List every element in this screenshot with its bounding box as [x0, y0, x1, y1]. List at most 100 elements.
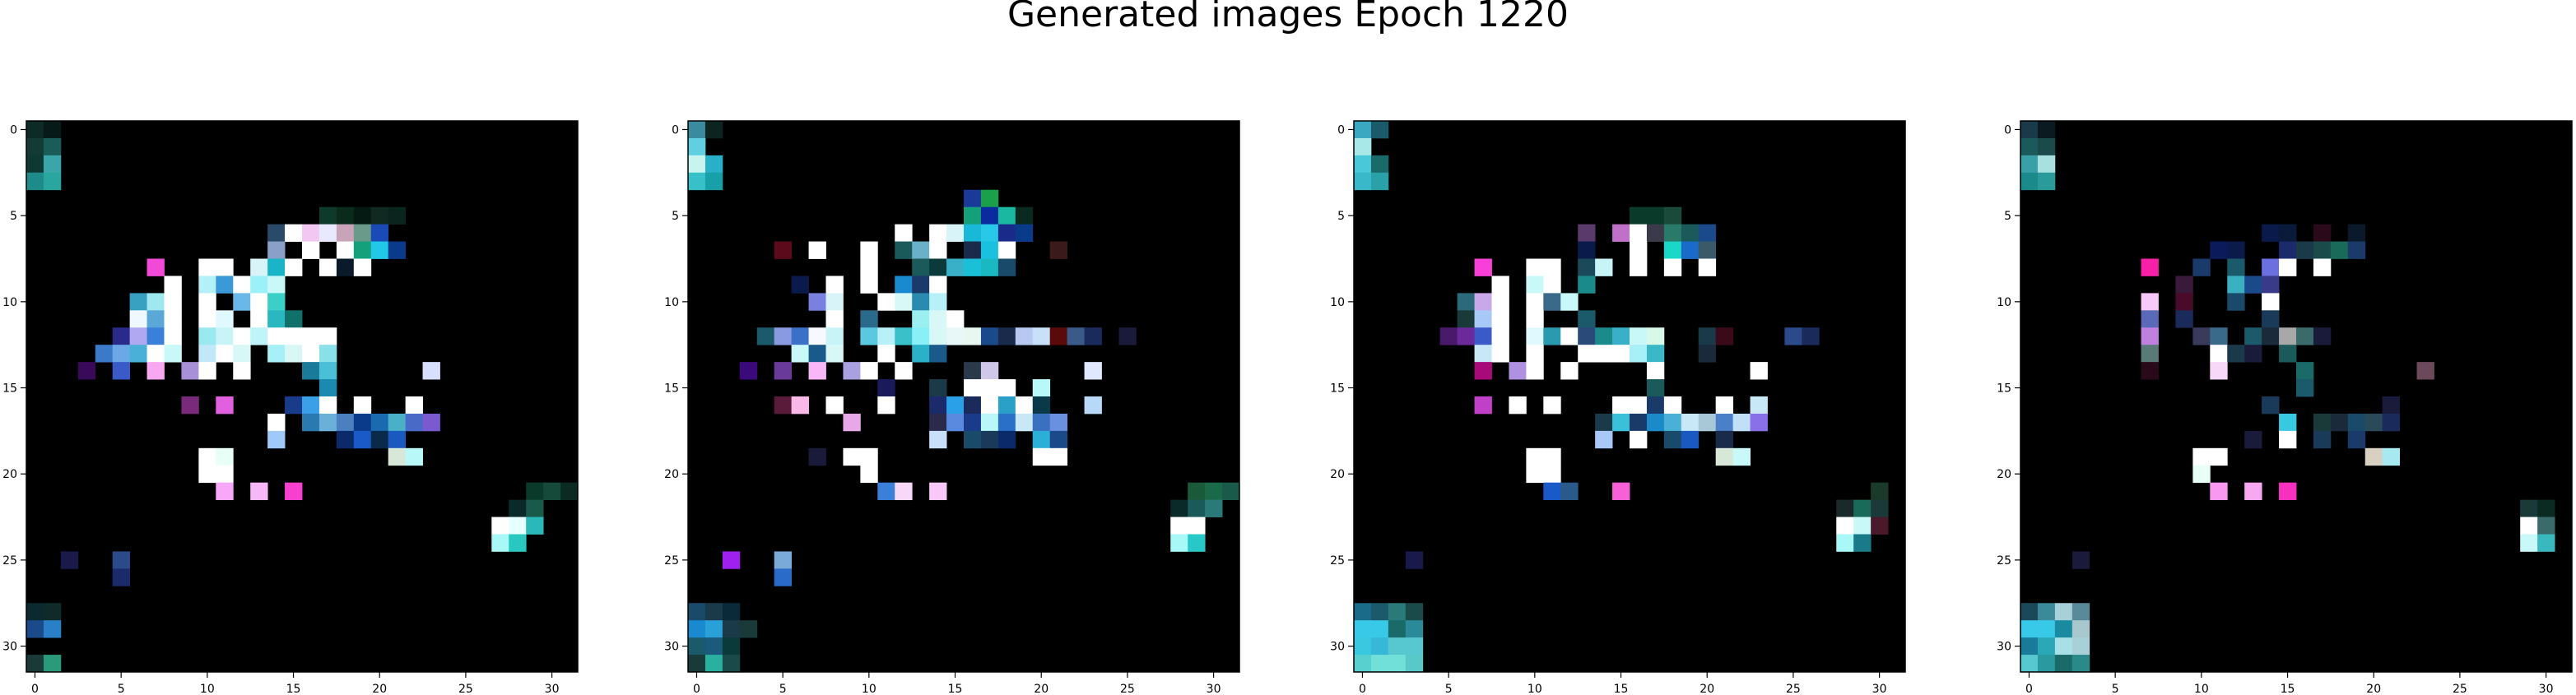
pixel-cell: [2262, 293, 2280, 311]
pixel-cell: [1871, 517, 1889, 535]
pixel-cell: [26, 603, 44, 621]
pixel-cell: [1543, 447, 1561, 466]
pixel-cell: [2244, 327, 2262, 345]
pixel-cell: [2347, 430, 2366, 449]
pixel-cell: [2244, 482, 2262, 501]
pixel-cell: [912, 327, 930, 345]
pixel-cell: [216, 276, 234, 294]
pixel-cell: [233, 345, 251, 363]
pixel-cell: [946, 327, 965, 345]
y-tick-label: 0: [1337, 123, 1345, 137]
pixel-cell: [1015, 206, 1034, 225]
pixel-cell: [2262, 224, 2280, 242]
pixel-cell: [1015, 224, 1034, 242]
pixel-cell: [912, 293, 930, 311]
pixel-cell: [370, 224, 389, 242]
x-tick-label: 0: [2025, 683, 2033, 695]
pixel-cell: [1681, 430, 1700, 449]
pixel-cell: [1543, 276, 1561, 294]
pixel-cell: [739, 362, 758, 380]
pixel-cell: [2279, 258, 2297, 276]
pixel-cell: [233, 293, 251, 311]
pixel-cell: [370, 206, 389, 225]
pixel-cell: [1663, 413, 1682, 432]
figure-title: Generated images Epoch 1220: [1007, 0, 1569, 35]
pixel-cell: [688, 637, 706, 656]
pixel-cell: [267, 413, 286, 432]
pixel-cell: [1853, 517, 1872, 535]
pixel-cell: [1032, 413, 1051, 432]
x-tick-label: 10: [2194, 683, 2209, 695]
pixel-cell: [2347, 241, 2366, 259]
pixel-cell: [1457, 310, 1475, 328]
pixel-cell: [1612, 413, 1630, 432]
pixel-cell: [997, 379, 1016, 397]
pixel-cell: [2262, 396, 2280, 415]
pixel-cell: [285, 224, 303, 242]
image-panel-2: 0 5 10 15 20 25 30 0 5 10 15 20 25 30: [664, 120, 1240, 695]
pixel-cell: [2537, 499, 2555, 517]
pixel-cell: [26, 137, 44, 156]
pixel-cell: [233, 276, 251, 294]
pixel-cell: [1491, 345, 1509, 363]
x-tick-label: 0: [1359, 683, 1366, 695]
pixel-cell: [26, 155, 44, 174]
pixel-cell: [216, 465, 234, 484]
pixel-cell: [877, 482, 895, 501]
pixel-cell: [2037, 155, 2056, 174]
pixel-cell: [388, 447, 407, 466]
pixel-cell: [704, 620, 723, 638]
pixel-cell: [688, 603, 706, 621]
pixel-cell: [2210, 327, 2228, 345]
pixel-cell: [2141, 327, 2159, 345]
pixel-cell: [997, 241, 1016, 259]
pixel-cell: [688, 155, 706, 174]
pixel-cell: [267, 276, 286, 294]
image-panel-4: 0 5 10 15 20 25 30 0 5 10 15 20 25 30: [1997, 120, 2573, 695]
pixel-cell: [1491, 327, 1509, 345]
pixel-cell: [181, 362, 199, 380]
pixel-cell: [267, 430, 286, 449]
y-tick-label: 30: [1997, 641, 2011, 654]
pixel-cell: [2020, 137, 2039, 156]
x-tick-label: 20: [1700, 683, 1714, 695]
pixel-cell: [1630, 206, 1648, 225]
pixel-cell: [198, 327, 216, 345]
pixel-cell: [198, 293, 216, 311]
pixel-cell: [2210, 241, 2228, 259]
pixel-cell: [1526, 258, 1544, 276]
pixel-cell: [1222, 482, 1240, 501]
y-tick-label: 5: [2004, 210, 2011, 223]
pixel-cell: [722, 655, 741, 673]
pixel-cell: [302, 224, 320, 242]
pixel-cell: [319, 224, 337, 242]
pixel-cell: [388, 241, 407, 259]
pixel-cell: [1543, 327, 1561, 345]
pixel-cell: [2244, 430, 2262, 449]
pixel-cell: [2416, 362, 2434, 380]
pixel-cell: [77, 362, 96, 380]
pixel-cell: [1205, 482, 1223, 501]
pixel-cell: [1543, 482, 1561, 501]
pixel-cell: [946, 224, 965, 242]
pixel-cell: [2279, 482, 2297, 501]
x-tick-label: 25: [1120, 683, 1135, 695]
pixel-cell: [688, 620, 706, 638]
pixel-cell: [1049, 430, 1068, 449]
pixel-cell: [1405, 603, 1424, 621]
pixel-cell: [2313, 430, 2332, 449]
pixel-cell: [1032, 447, 1051, 466]
pixel-cell: [877, 345, 895, 363]
pixel-cell: [808, 241, 826, 259]
pixel-cell: [216, 258, 234, 276]
pixel-cell: [1474, 258, 1492, 276]
pixel-cell: [929, 396, 947, 415]
pixel-cell: [929, 293, 947, 311]
pixel-cell: [422, 362, 440, 380]
pixel-cell: [216, 482, 234, 501]
pixel-cell: [509, 499, 527, 517]
pixel-cell: [704, 655, 723, 673]
pixel-cell: [181, 396, 199, 415]
pixel-cell: [1388, 637, 1407, 656]
x-tick-label: 5: [1445, 683, 1453, 695]
